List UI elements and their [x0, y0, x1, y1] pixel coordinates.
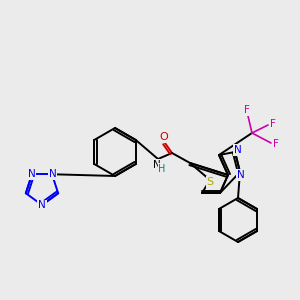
Text: O: O	[160, 132, 168, 142]
Text: N: N	[153, 160, 161, 170]
Text: N: N	[38, 200, 46, 211]
Text: H: H	[158, 164, 166, 174]
Text: N: N	[28, 169, 35, 179]
Text: F: F	[244, 105, 250, 115]
Text: S: S	[206, 177, 214, 187]
Text: N: N	[237, 170, 245, 180]
Text: N: N	[234, 145, 242, 155]
Text: N: N	[49, 169, 56, 179]
Text: F: F	[273, 139, 279, 149]
Text: F: F	[270, 119, 276, 129]
